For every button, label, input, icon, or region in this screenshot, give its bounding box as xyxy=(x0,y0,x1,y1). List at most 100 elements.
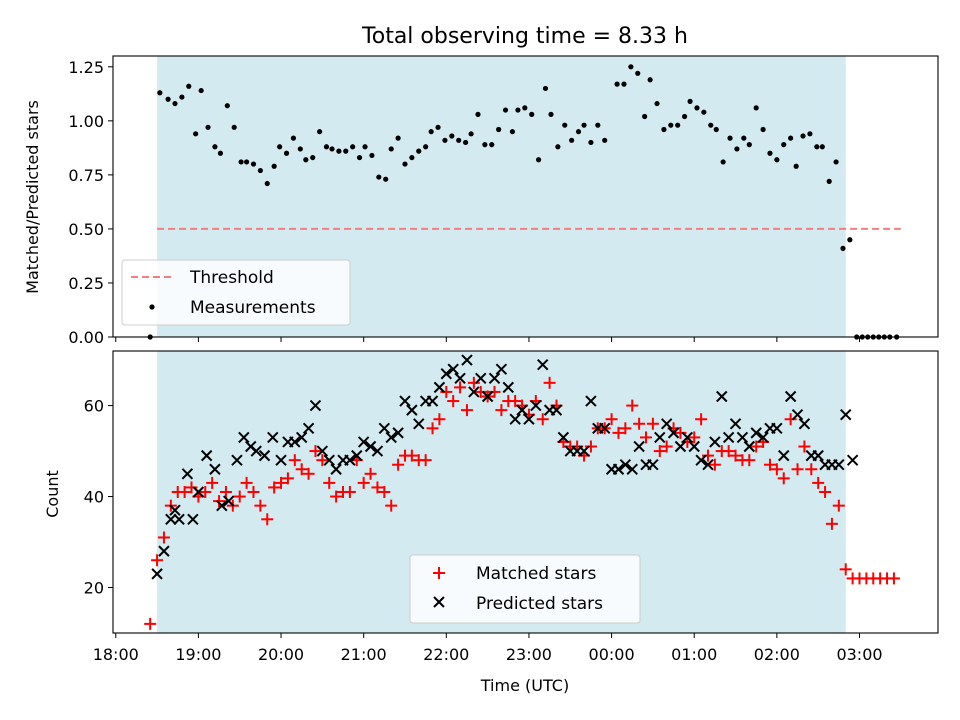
measurement-point xyxy=(741,135,747,141)
matched-star-point xyxy=(419,454,432,467)
measurement-point xyxy=(343,148,349,154)
legend-threshold-label: Threshold xyxy=(189,268,274,288)
measurement-point xyxy=(687,98,693,104)
predicted-star-point xyxy=(192,486,205,498)
measurement-point xyxy=(840,245,846,251)
matched-star-point xyxy=(316,454,329,467)
predicted-star-point xyxy=(275,454,287,466)
axes-frame xyxy=(112,350,939,634)
matched-star-point xyxy=(812,476,825,489)
matched-star-point xyxy=(825,517,838,530)
measurement-point xyxy=(297,146,303,152)
measurement-point xyxy=(746,142,752,148)
measurement-point xyxy=(193,131,199,137)
measurement-point xyxy=(635,70,641,76)
measurement-point xyxy=(555,144,561,150)
predicted-star-point xyxy=(840,408,852,421)
measurement-point xyxy=(647,77,653,83)
measurement-point xyxy=(362,144,368,150)
predicted-star-point xyxy=(173,513,185,525)
predicted-star-point xyxy=(426,395,439,407)
predicted-star-point xyxy=(729,418,742,430)
predicted-star-point xyxy=(557,431,570,444)
predicted-star-point xyxy=(323,454,335,466)
matched-star-point xyxy=(371,481,384,494)
predicted-star-point xyxy=(716,390,728,403)
matched-star-point xyxy=(488,385,501,398)
measurement-point xyxy=(376,174,382,180)
matched-star-point xyxy=(178,486,191,498)
measurement-point xyxy=(575,129,582,135)
predicted-star-point xyxy=(771,422,783,435)
predicted-star-point xyxy=(158,545,170,557)
matched-star-point xyxy=(467,376,480,389)
y-tick-label: 0.25 xyxy=(68,274,104,293)
predicted-star-point xyxy=(461,354,473,366)
predicted-star-point xyxy=(695,454,707,466)
y-tick-label: 0.50 xyxy=(68,220,104,239)
matched-star-point xyxy=(605,413,618,426)
measurement-point xyxy=(781,142,787,148)
matched-star-point xyxy=(688,431,701,444)
measurement-point xyxy=(205,124,211,130)
predicted-star-point xyxy=(688,440,700,453)
matched-star-point xyxy=(206,476,219,489)
matched-star-point xyxy=(701,449,714,462)
y-tick-label: 0.00 xyxy=(68,328,104,347)
predicted-star-point xyxy=(209,463,221,475)
matched-star-point xyxy=(750,440,763,453)
measurement-point xyxy=(708,122,714,128)
predicted-star-point xyxy=(181,468,194,480)
measurement-point xyxy=(395,135,401,141)
count-chart: Count Time (UTC) 20 40 60 18:00 19:00 20:00 21… xyxy=(43,350,939,695)
x-tick-label: 20:00 xyxy=(258,645,304,664)
measurement-point xyxy=(323,144,330,150)
x-axis-label: Time (UTC) xyxy=(480,676,569,695)
legend-count: Matched stars Predicted stars xyxy=(409,554,641,624)
measurement-point xyxy=(468,131,474,137)
measurement-point xyxy=(198,87,204,94)
x-tick-label: 02:00 xyxy=(754,645,800,664)
predicted-star-point xyxy=(302,422,315,435)
predicted-star-point xyxy=(530,399,542,412)
predicted-star-point xyxy=(316,445,329,457)
measurement-point xyxy=(383,176,389,182)
matched-star-point xyxy=(447,395,460,408)
measurement-point xyxy=(172,100,178,107)
predicted-star-point xyxy=(357,436,370,448)
matched-star-point xyxy=(392,458,405,471)
matched-star-point xyxy=(763,458,776,471)
predicted-star-point xyxy=(578,445,590,457)
matched-star-point xyxy=(357,476,370,489)
matched-star-point xyxy=(798,440,811,453)
chart-title: Total observing time = 8.33 h xyxy=(361,24,688,49)
predicted-star-point xyxy=(654,431,666,444)
predicted-star-point xyxy=(647,459,659,471)
y-tick-label: 1.25 xyxy=(68,58,104,77)
predicted-star-point xyxy=(750,427,762,439)
x-tick-label: 23:00 xyxy=(506,645,552,664)
predicted-star-point xyxy=(258,449,271,462)
matched-star-point xyxy=(433,413,446,426)
legend-predicted-label: Predicted stars xyxy=(476,594,603,614)
y-tick-label: 40 xyxy=(84,488,104,507)
measurement-point xyxy=(277,144,283,150)
matched-star-point xyxy=(646,417,659,430)
predicted-star-point xyxy=(238,431,250,444)
measurement-point xyxy=(595,122,601,128)
matched-star-point xyxy=(653,445,666,458)
predicted-star-point xyxy=(667,427,680,439)
matched-star-point xyxy=(233,490,246,503)
predicted-star-point xyxy=(743,440,756,453)
measurement-point xyxy=(462,139,469,146)
x-tick-label: 21:00 xyxy=(341,645,387,664)
measurement-point xyxy=(681,113,688,120)
measurement-point xyxy=(369,152,375,159)
measurement-point xyxy=(515,107,521,113)
matched-star-point xyxy=(302,467,315,480)
matched-star-point xyxy=(791,463,804,476)
measurement-point xyxy=(449,133,455,139)
matched-star-point xyxy=(695,413,708,426)
predicted-star-point xyxy=(385,431,397,444)
matched-star-point xyxy=(722,445,735,458)
